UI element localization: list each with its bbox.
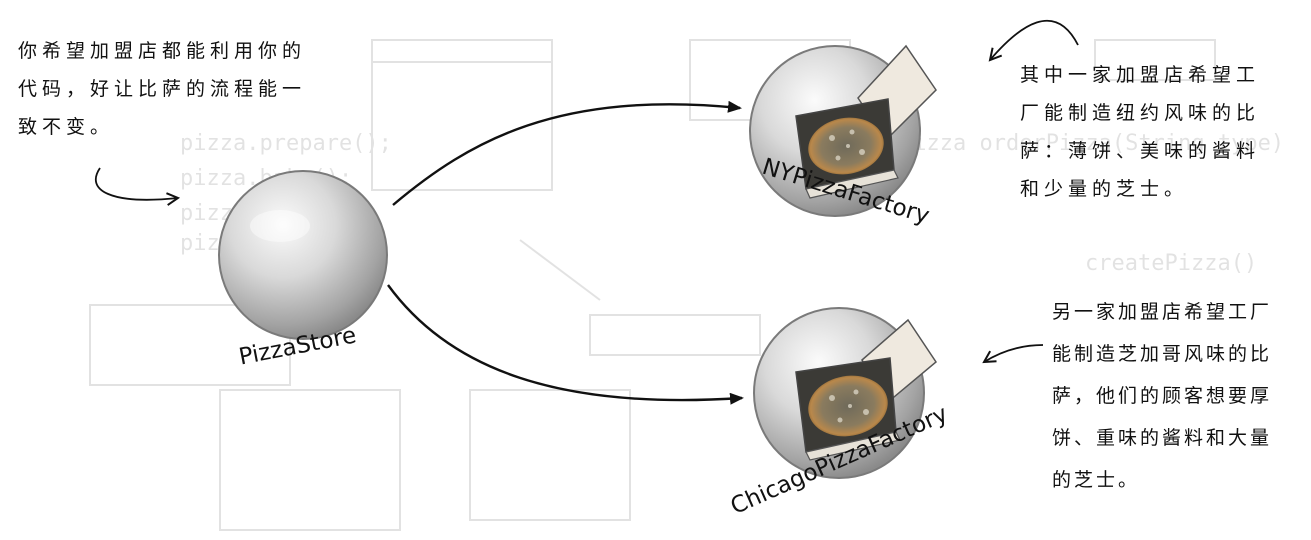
chicago-pizza-box-icon (795, 318, 937, 461)
svg-text:Pizza orderPizza(String type): Pizza orderPizza(String type) (900, 131, 1284, 156)
store-to-chicago-arrow (387, 284, 744, 405)
svg-text:createPizza(): createPizza() (1085, 251, 1257, 276)
ny-pizza-box-icon (795, 44, 937, 199)
nypizzafactory-node (749, 44, 937, 217)
chicago-note-pointer-arrow (982, 344, 1044, 364)
left-note-pointer-arrow (94, 167, 181, 206)
chicago-style-note: 另一家加盟店希望工厂 能制造芝加哥风味的比 萨，他们的顾客想要厚 饼、重味的酱料… (1052, 301, 1273, 491)
pizzastore-node (218, 170, 388, 340)
chicagopizzafactory-node (753, 307, 937, 479)
franchise-consistency-note: 你希望加盟店都能利用你的 代码，好让比萨的流程能一 致不变。 (18, 40, 307, 138)
svg-text:pizza.prepare();: pizza.prepare(); (180, 131, 392, 156)
store-to-ny-arrow (392, 100, 742, 206)
ny-note-pointer-arrow (988, 19, 1079, 62)
ny-style-note: 其中一家加盟店希望工 厂能制造纽约风味的比 萨：薄饼、美味的酱料 和少量的芝士。 (1020, 64, 1261, 200)
